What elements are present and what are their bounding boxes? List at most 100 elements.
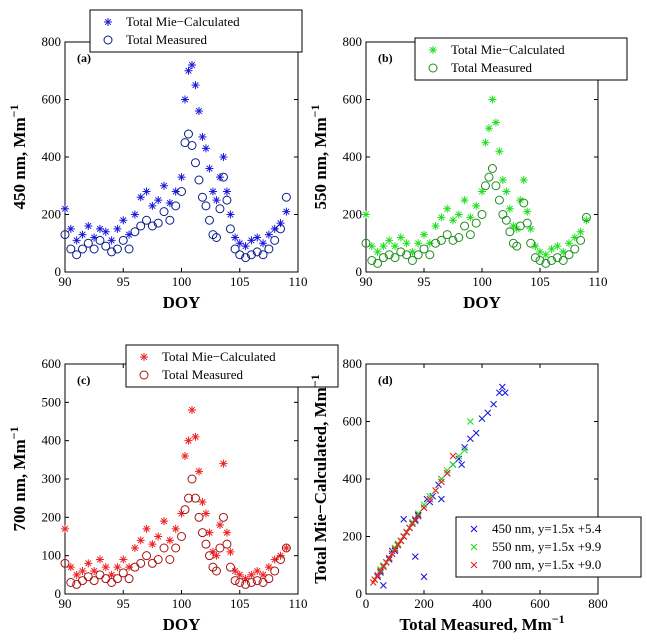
- legend-box: [125, 344, 339, 388]
- series-1-point: [498, 383, 506, 391]
- y-tick-label: 500: [42, 394, 62, 409]
- y-tick-label: 200: [42, 207, 62, 222]
- y-axis-label-sup: −1: [7, 427, 21, 440]
- x-tick-label: 100: [472, 274, 492, 289]
- series-2-point: [581, 212, 591, 222]
- series-1-point: [454, 210, 463, 219]
- series-1-point: [570, 233, 579, 242]
- x-axis-label: DOY: [463, 293, 501, 312]
- series-3-point: [409, 520, 416, 527]
- series-2-point: [491, 181, 501, 191]
- series-1-point: [505, 204, 514, 213]
- series-1-point: [187, 406, 196, 414]
- series-1-point: [154, 196, 163, 205]
- series-1-point: [276, 219, 285, 228]
- series-2-point: [118, 568, 128, 578]
- series-2-point: [165, 555, 175, 564]
- series-2-point: [361, 238, 371, 248]
- series-1-point: [484, 124, 493, 133]
- series-2-point: [211, 233, 221, 242]
- series-1-point: [270, 555, 279, 564]
- y-axis-label-sup: −1: [308, 374, 322, 387]
- series-1-point: [194, 107, 203, 115]
- series-2-point: [83, 238, 93, 248]
- series-2-point: [180, 505, 190, 515]
- series-2-point: [547, 256, 557, 265]
- series-3: [369, 452, 457, 586]
- panel-tag: (d): [378, 373, 393, 387]
- series-1-point: [411, 553, 419, 561]
- series-1-point: [402, 239, 411, 248]
- y-tick-label: 600: [343, 92, 363, 107]
- series-1-point: [472, 429, 480, 437]
- series-1-point: [130, 210, 139, 219]
- series-3-point: [371, 576, 379, 584]
- series-1-point: [235, 570, 244, 579]
- series-1-point: [205, 528, 214, 537]
- series-1-point: [396, 233, 405, 242]
- series-2-point: [426, 492, 434, 500]
- series-2-point: [197, 192, 207, 202]
- series-2-point: [225, 562, 235, 572]
- x-tick-label: 105: [530, 274, 550, 289]
- y-axis-label-text: Total Mie−Calculated, Mm: [311, 387, 330, 584]
- series-2-point: [522, 218, 532, 228]
- series-1-point: [490, 400, 497, 408]
- series-2-point: [378, 253, 388, 263]
- legend-box: [455, 516, 642, 578]
- series-2-point: [448, 235, 458, 245]
- y-axis-label: Total Mie−Calculated, Mm−1: [308, 374, 330, 583]
- x-axis-label-text: DOY: [163, 615, 201, 634]
- series-2-point: [235, 250, 245, 260]
- series-1-point: [78, 567, 87, 575]
- series-1-point: [472, 201, 481, 210]
- series-2-point: [449, 461, 457, 469]
- series-2-point: [367, 256, 377, 265]
- series-1-point: [208, 547, 217, 556]
- legend-marker-2-point: [428, 63, 438, 73]
- y-tick-label: 600: [343, 414, 363, 429]
- series-2-point: [225, 224, 235, 234]
- series-1-point: [198, 498, 207, 506]
- series-1-point: [113, 224, 122, 233]
- series-2-point: [197, 528, 207, 538]
- series-2-point: [494, 195, 504, 205]
- series-2-point: [171, 543, 181, 553]
- series-2-point: [512, 241, 522, 251]
- series-2-point: [201, 539, 211, 549]
- series-1-point: [72, 570, 81, 579]
- series-2-point: [124, 244, 134, 254]
- series-2-point: [95, 235, 105, 245]
- x-tick-label: 105: [230, 274, 250, 289]
- series-1-point: [253, 233, 262, 242]
- series-1-point: [180, 452, 189, 460]
- series-1-point: [184, 66, 193, 75]
- x-tick-label: 95: [117, 274, 130, 289]
- series-1: [61, 61, 291, 251]
- series-1-point: [231, 567, 240, 575]
- x-tick-label: 110: [588, 274, 607, 289]
- series-1-point: [125, 563, 134, 572]
- series-1-point: [373, 247, 382, 256]
- y-tick-label: 800: [343, 34, 363, 49]
- series-2-point: [484, 172, 494, 182]
- series-1-point: [496, 389, 503, 397]
- legend-label: Total Mie−Calculated: [162, 349, 276, 364]
- series-1-point: [66, 224, 75, 233]
- series-1-point: [449, 216, 457, 225]
- series-2-point: [89, 244, 99, 254]
- series-2-point: [373, 258, 383, 268]
- series-1-point: [215, 521, 224, 529]
- series-1-point: [576, 227, 585, 236]
- series-1-point: [107, 570, 116, 579]
- series-1-point: [431, 222, 440, 230]
- series-1-point: [61, 524, 69, 533]
- x-axis-label-text: DOY: [163, 293, 201, 312]
- series-2-point: [384, 250, 394, 260]
- series-1-point: [219, 153, 228, 161]
- x-axis-label-text: Total Measured, Mm: [399, 615, 552, 634]
- x-tick-label: 100: [172, 274, 192, 289]
- series-1-point: [241, 574, 250, 583]
- panel-a: 90 95 100 105 110 0 200 400 600 800 (a) DOY 450 nm, …: [7, 9, 308, 312]
